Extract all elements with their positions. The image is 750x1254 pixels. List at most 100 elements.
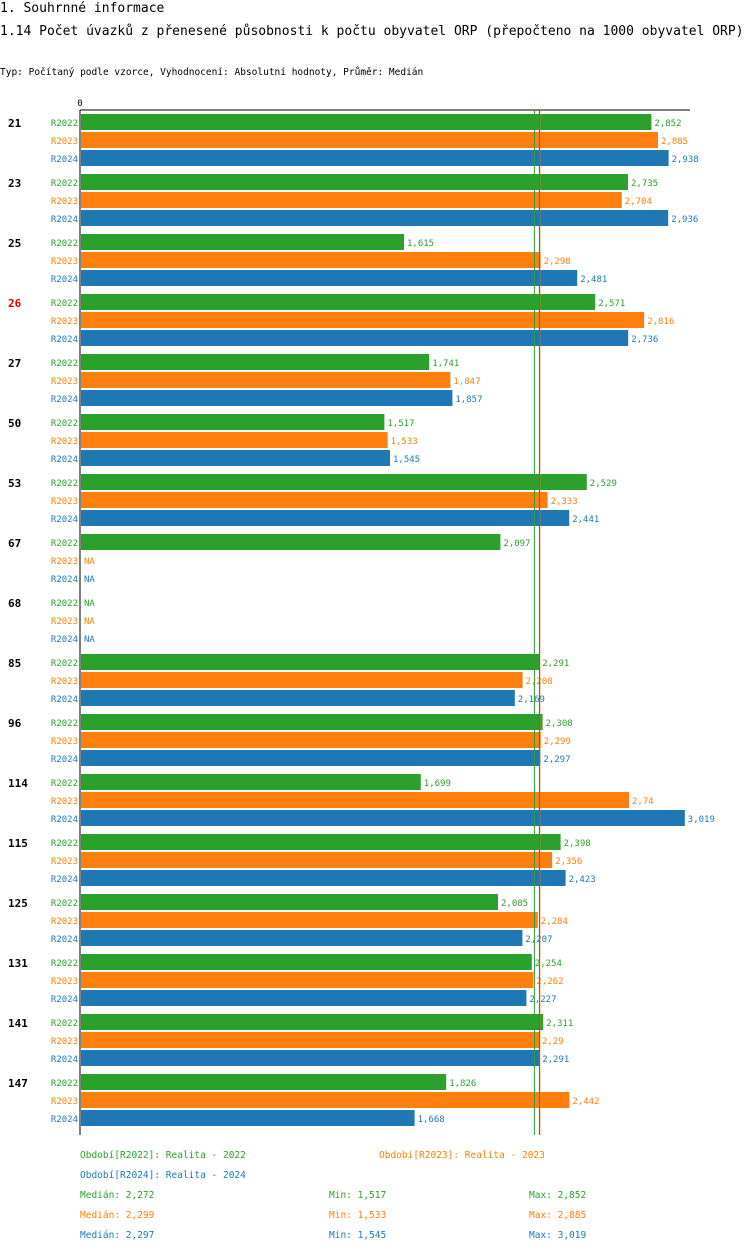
series-label-23-R2022: R2022 xyxy=(51,179,78,189)
series-label-131-R2022: R2022 xyxy=(51,959,78,969)
value-label-27-R2023: 1,847 xyxy=(453,377,480,387)
category-label-114: 114 xyxy=(8,777,28,790)
bar-50-R2022 xyxy=(81,414,385,430)
category-label-53: 53 xyxy=(8,477,21,490)
category-label-27: 27 xyxy=(8,357,21,370)
value-label-114-R2024: 3,019 xyxy=(688,815,715,825)
bar-125-R2023 xyxy=(81,912,538,928)
series-label-131-R2024: R2024 xyxy=(51,995,78,1005)
value-label-23-R2024: 2,936 xyxy=(671,215,698,225)
value-label-147-R2023: 2,442 xyxy=(572,1097,599,1107)
category-label-125: 125 xyxy=(8,897,28,910)
bar-85-R2024 xyxy=(81,690,515,706)
value-label-25-R2023: 2,298 xyxy=(544,257,571,267)
category-label-26: 26 xyxy=(8,297,22,310)
value-label-141-R2022: 2,311 xyxy=(546,1019,573,1029)
value-label-67-R2023: NA xyxy=(84,557,95,567)
value-label-85-R2024: 2,169 xyxy=(518,695,545,705)
series-label-115-R2022: R2022 xyxy=(51,839,78,849)
value-label-147-R2022: 1,826 xyxy=(449,1079,476,1089)
value-label-50-R2023: 1,533 xyxy=(391,437,418,447)
bar-27-R2023 xyxy=(81,372,451,388)
legend-min-r2023: Min: 1,533 xyxy=(329,1210,387,1221)
series-label-25-R2022: R2022 xyxy=(51,239,78,249)
bar-53-R2023 xyxy=(81,492,548,508)
value-label-115-R2024: 2,423 xyxy=(569,875,596,885)
category-label-23: 23 xyxy=(8,177,21,190)
bar-115-R2022 xyxy=(81,834,561,850)
value-label-68-R2023: NA xyxy=(84,617,95,627)
series-label-25-R2024: R2024 xyxy=(51,275,78,285)
chart-subtitle: Typ: Počítaný podle vzorce, Vyhodnocení:… xyxy=(0,67,424,78)
value-label-21-R2022: 2,852 xyxy=(654,119,681,129)
value-label-96-R2023: 2,299 xyxy=(544,737,571,747)
series-label-114-R2022: R2022 xyxy=(51,779,78,789)
value-label-21-R2024: 2,938 xyxy=(672,155,699,165)
value-label-68-R2022: NA xyxy=(84,599,95,609)
bar-26-R2023 xyxy=(81,312,645,328)
bar-147-R2024 xyxy=(81,1110,415,1126)
series-label-50-R2024: R2024 xyxy=(51,455,78,465)
series-label-26-R2023: R2023 xyxy=(51,317,78,327)
category-label-115: 115 xyxy=(8,837,28,850)
series-label-85-R2022: R2022 xyxy=(51,659,78,669)
bar-23-R2023 xyxy=(81,192,622,208)
value-label-96-R2024: 2,297 xyxy=(543,755,570,765)
value-label-67-R2024: NA xyxy=(84,575,95,585)
bar-131-R2024 xyxy=(81,990,527,1006)
series-label-67-R2022: R2022 xyxy=(51,539,78,549)
value-label-96-R2022: 2,308 xyxy=(546,719,573,729)
series-label-67-R2023: R2023 xyxy=(51,557,78,567)
bar-25-R2024 xyxy=(81,270,578,286)
bar-141-R2024 xyxy=(81,1050,540,1066)
value-label-25-R2024: 2,481 xyxy=(580,275,607,285)
legend-median-r2022: Medián: 2,272 xyxy=(80,1190,155,1201)
bar-96-R2024 xyxy=(81,750,541,766)
bar-141-R2023 xyxy=(81,1032,539,1048)
legend-max-r2024: Max: 3,019 xyxy=(529,1230,587,1241)
bar-25-R2023 xyxy=(81,252,541,268)
legend-max-r2023: Max: 2,885 xyxy=(529,1210,587,1221)
value-label-53-R2023: 2,333 xyxy=(551,497,578,507)
bar-26-R2024 xyxy=(81,330,629,346)
bar-125-R2022 xyxy=(81,894,498,910)
value-label-131-R2024: 2,227 xyxy=(529,995,556,1005)
bar-85-R2023 xyxy=(81,672,523,688)
value-label-141-R2023: 2,29 xyxy=(542,1037,564,1047)
legend-median-r2024: Medián: 2,297 xyxy=(80,1230,155,1241)
value-label-26-R2024: 2,736 xyxy=(631,335,658,345)
series-label-26-R2024: R2024 xyxy=(51,335,78,345)
series-label-68-R2023: R2023 xyxy=(51,617,78,627)
legend-period-r2023: Období[R2023]: Realita - 2023 xyxy=(379,1150,545,1161)
bar-96-R2023 xyxy=(81,732,541,748)
series-label-131-R2023: R2023 xyxy=(51,977,78,987)
category-label-50: 50 xyxy=(8,417,21,430)
series-label-53-R2023: R2023 xyxy=(51,497,78,507)
bar-53-R2024 xyxy=(81,510,570,526)
bar-25-R2022 xyxy=(81,234,404,250)
bar-21-R2022 xyxy=(81,114,652,130)
value-label-21-R2023: 2,885 xyxy=(661,137,688,147)
series-label-96-R2023: R2023 xyxy=(51,737,78,747)
category-label-147: 147 xyxy=(8,1077,28,1090)
category-label-131: 131 xyxy=(8,957,28,970)
value-label-27-R2024: 1,857 xyxy=(455,395,482,405)
value-label-68-R2024: NA xyxy=(84,635,95,645)
category-label-85: 85 xyxy=(8,657,21,670)
category-label-141: 141 xyxy=(8,1017,28,1030)
series-label-50-R2022: R2022 xyxy=(51,419,78,429)
value-label-147-R2024: 1,668 xyxy=(418,1115,445,1125)
bar-50-R2024 xyxy=(81,450,390,466)
value-label-115-R2023: 2,356 xyxy=(555,857,582,867)
value-label-125-R2022: 2,085 xyxy=(501,899,528,909)
series-label-141-R2023: R2023 xyxy=(51,1037,78,1047)
legend-period-r2022: Období[R2022]: Realita - 2022 xyxy=(80,1150,246,1161)
value-label-114-R2023: 2,74 xyxy=(632,797,654,807)
bar-114-R2022 xyxy=(81,774,421,790)
value-label-50-R2022: 1,517 xyxy=(387,419,414,429)
series-label-68-R2022: R2022 xyxy=(51,599,78,609)
series-label-147-R2023: R2023 xyxy=(51,1097,78,1107)
value-label-26-R2022: 2,571 xyxy=(598,299,625,309)
series-label-125-R2022: R2022 xyxy=(51,899,78,909)
bar-131-R2023 xyxy=(81,972,534,988)
